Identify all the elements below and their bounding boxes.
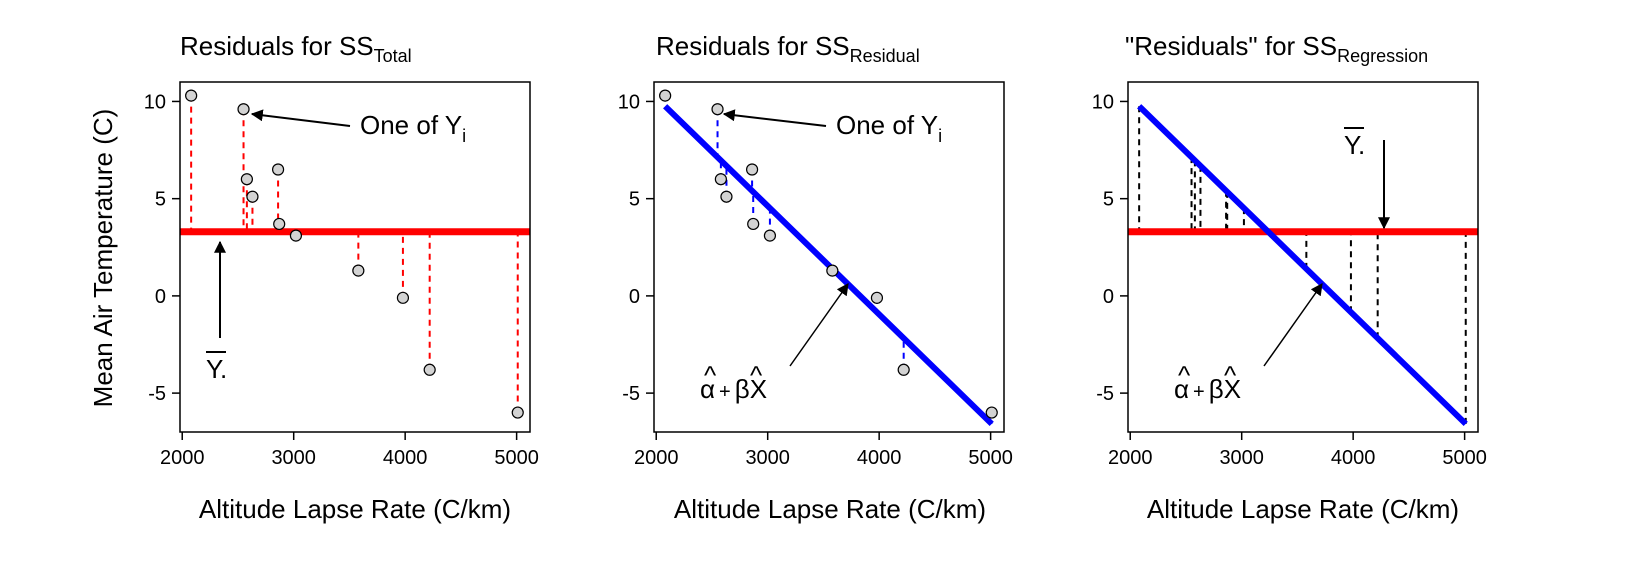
panel-residual: Residuals for SSResidual 2000 3000 4000 500… — [618, 31, 1013, 524]
svg-text:α+βX: α + βX — [1174, 374, 1241, 404]
data-point — [271, 163, 285, 176]
data-point — [246, 190, 259, 203]
plot-area: 2000 3000 4000 5000 -5 0 5 10 — [144, 81, 539, 469]
data-point — [870, 291, 884, 304]
svg-text:One of Yi: One of Yi — [836, 110, 942, 146]
plot-frame — [653, 81, 1005, 433]
data-point — [511, 406, 524, 419]
data-point — [711, 103, 724, 116]
fit-line — [1137, 104, 1468, 426]
data-point — [423, 363, 436, 376]
annotation-fit-equation: α + βX ^ ^ — [1174, 283, 1323, 404]
y-tick-label: 0 — [629, 286, 640, 308]
x-tick-label: 3000 — [1219, 447, 1264, 469]
data-point — [745, 163, 759, 176]
panel-title-main: Residuals for SS — [180, 31, 374, 61]
x-tick-label: 4000 — [857, 447, 902, 469]
y-tick-label: 0 — [1103, 286, 1114, 308]
plot-area: 2000 3000 4000 5000 -5 0 5 10 — [1092, 81, 1487, 469]
y-tick-label: -5 — [622, 383, 640, 405]
svg-text:Y.: Y. — [1344, 130, 1365, 160]
annotation-ybar: Y. — [1344, 127, 1390, 230]
x-tick-label: 5000 — [1442, 447, 1487, 469]
data-point — [396, 291, 410, 304]
annotation-one-of-yi: One of Yi — [250, 109, 466, 146]
panel-regression: "Residuals" for SSRegression 2000 3000 400… — [1092, 31, 1487, 524]
y-tick-label: -5 — [1096, 383, 1114, 405]
x-axis-label: Altitude Lapse Rate (C/km) — [199, 494, 511, 524]
data-point — [985, 406, 998, 419]
y-tick-label: 10 — [1092, 91, 1114, 113]
svg-text:^: ^ — [1178, 360, 1191, 390]
plot-frame — [179, 81, 531, 433]
panel-title-main: "Residuals" for SS — [1125, 31, 1337, 61]
panel-title: Residuals for SSResidual — [656, 31, 920, 66]
data-point — [659, 89, 672, 102]
plot-frame — [1127, 81, 1479, 433]
y-tick-label: 5 — [155, 189, 166, 211]
data-point — [237, 103, 250, 116]
svg-text:^: ^ — [704, 360, 717, 390]
fit-line — [663, 104, 994, 426]
x-axis-label: Altitude Lapse Rate (C/km) — [1147, 494, 1459, 524]
x-tick-label: 3000 — [745, 447, 790, 469]
annotation-ybar: Y. — [206, 240, 227, 384]
x-tick-label: 3000 — [271, 447, 316, 469]
svg-text:One of Yi: One of Yi — [360, 110, 466, 146]
data-point — [273, 217, 286, 231]
svg-text:^: ^ — [1224, 360, 1237, 390]
x-tick-label: 2000 — [160, 447, 205, 469]
x-tick-label: 5000 — [494, 447, 539, 469]
x-tick-label: 2000 — [634, 447, 679, 469]
y-tick-label: 5 — [629, 189, 640, 211]
data-point — [720, 190, 733, 203]
panel-title: "Residuals" for SSRegression — [1125, 31, 1428, 66]
x-axis-label: Altitude Lapse Rate (C/km) — [674, 494, 986, 524]
annotation-fit-equation: α + βX ^ ^ — [700, 283, 849, 404]
x-tick-label: 4000 — [383, 447, 428, 469]
data-point — [185, 89, 198, 102]
panel-total: Residuals for SSTotal 2000 3000 4000 5000 -… — [144, 31, 539, 524]
x-tick-label: 5000 — [968, 447, 1013, 469]
svg-text:α+βX: α + βX — [700, 374, 767, 404]
panel-title-main: Residuals for SS — [656, 31, 850, 61]
data-point — [240, 173, 253, 186]
svg-text:^: ^ — [750, 360, 763, 390]
y-tick-label: 10 — [618, 91, 640, 113]
data-point — [826, 264, 839, 277]
panel-title-sub: Total — [374, 46, 412, 66]
y-axis-label: Mean Air Temperature (C) — [88, 109, 118, 408]
y-tick-label: 5 — [1103, 189, 1114, 211]
data-point — [747, 217, 760, 231]
data-point — [714, 173, 727, 186]
plot-area: 2000 3000 4000 5000 -5 0 5 10 — [618, 81, 1013, 469]
y-tick-label: 10 — [144, 91, 166, 113]
panel-title-sub: Regression — [1337, 46, 1428, 66]
y-tick-label: -5 — [148, 383, 166, 405]
panel-title-sub: Residual — [850, 46, 920, 66]
data-point — [763, 229, 777, 242]
x-tick-label: 4000 — [1331, 447, 1376, 469]
x-tick-label: 2000 — [1108, 447, 1153, 469]
data-point — [352, 264, 365, 277]
panel-title: Residuals for SSTotal — [180, 31, 412, 66]
data-point — [897, 363, 910, 376]
svg-text:Y.: Y. — [206, 354, 227, 384]
annotation-one-of-yi: One of Yi — [722, 109, 942, 146]
y-tick-label: 0 — [155, 286, 166, 308]
data-point — [289, 229, 303, 242]
